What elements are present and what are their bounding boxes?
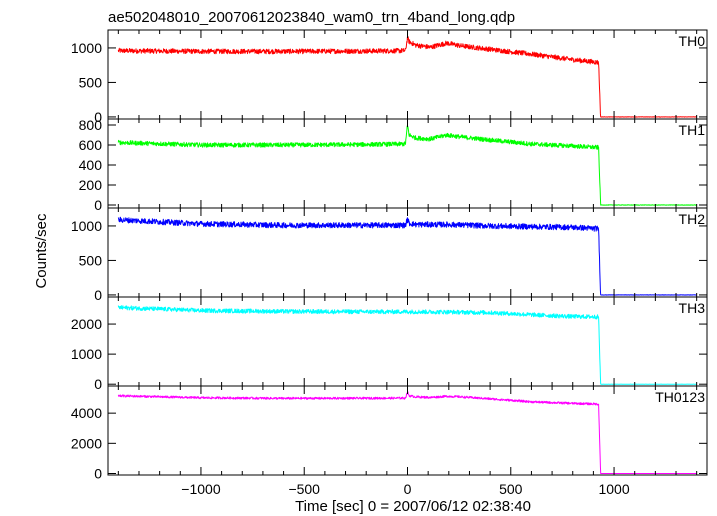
y-tick-label: 1000	[71, 218, 102, 234]
y-tick-label: 500	[79, 74, 103, 90]
x-tick-label: 500	[499, 481, 523, 497]
panel-th0123: 0 2000 4000 TH0123	[71, 385, 708, 481]
band-label-th0: TH0	[679, 33, 706, 49]
x-tick-label: −500	[288, 481, 320, 497]
y-tick-label: 400	[79, 157, 103, 173]
y-tick-label: 600	[79, 137, 103, 153]
y-tick-label: 0	[94, 376, 102, 392]
y-tick-label: 0	[94, 287, 102, 303]
panel-th2: 0 500 1000 TH2	[71, 207, 708, 303]
band-label-th1: TH1	[679, 122, 706, 138]
x-tick-label: −1000	[181, 481, 221, 497]
band-label-th3: TH3	[679, 300, 706, 316]
x-tick-label: 1000	[598, 481, 629, 497]
y-tick-label: 4000	[71, 405, 102, 421]
y-tick-label: 0	[94, 109, 102, 125]
panel-frame	[107, 29, 708, 120]
y-tick-label: 1000	[71, 346, 102, 362]
y-tick-label: 0	[94, 465, 102, 481]
panel-frame	[107, 385, 708, 476]
series-line-th0123	[117, 391, 697, 474]
panel-th1: 0 200 400 600 800 TH1	[79, 117, 708, 213]
panel-th0: 0 500 1000 TH0	[71, 29, 708, 125]
panel-frame	[107, 118, 708, 209]
y-tick-label: 2000	[71, 316, 102, 332]
y-axis-label: Counts/sec	[33, 213, 50, 289]
band-label-th0123: TH0123	[655, 389, 705, 405]
x-axis-label: Time [sec] 0 = 2007/06/12 02:38:40	[295, 498, 531, 515]
y-tick-label: 0	[94, 197, 102, 213]
y-tick-label: 800	[79, 117, 103, 133]
y-tick-label: 500	[79, 252, 103, 268]
series-line-th0	[117, 36, 697, 118]
y-tick-label: 1000	[71, 40, 102, 56]
panel-th3: 0 1000 2000 TH3	[71, 296, 708, 392]
series-line-th2	[117, 216, 697, 296]
band-label-th2: TH2	[679, 211, 706, 227]
panels: 0 500 1000 TH0 0 200 400 600 800 TH1 0 500 1000 TH2 0 1…	[71, 29, 708, 497]
series-line-th1	[117, 125, 697, 206]
series-line-th3	[117, 305, 697, 385]
x-tick-label: 0	[404, 481, 412, 497]
y-tick-label: 200	[79, 177, 103, 193]
chart-title: ae502048010_20070612023840_wam0_trn_4ban…	[108, 9, 515, 26]
y-tick-label: 2000	[71, 435, 102, 451]
